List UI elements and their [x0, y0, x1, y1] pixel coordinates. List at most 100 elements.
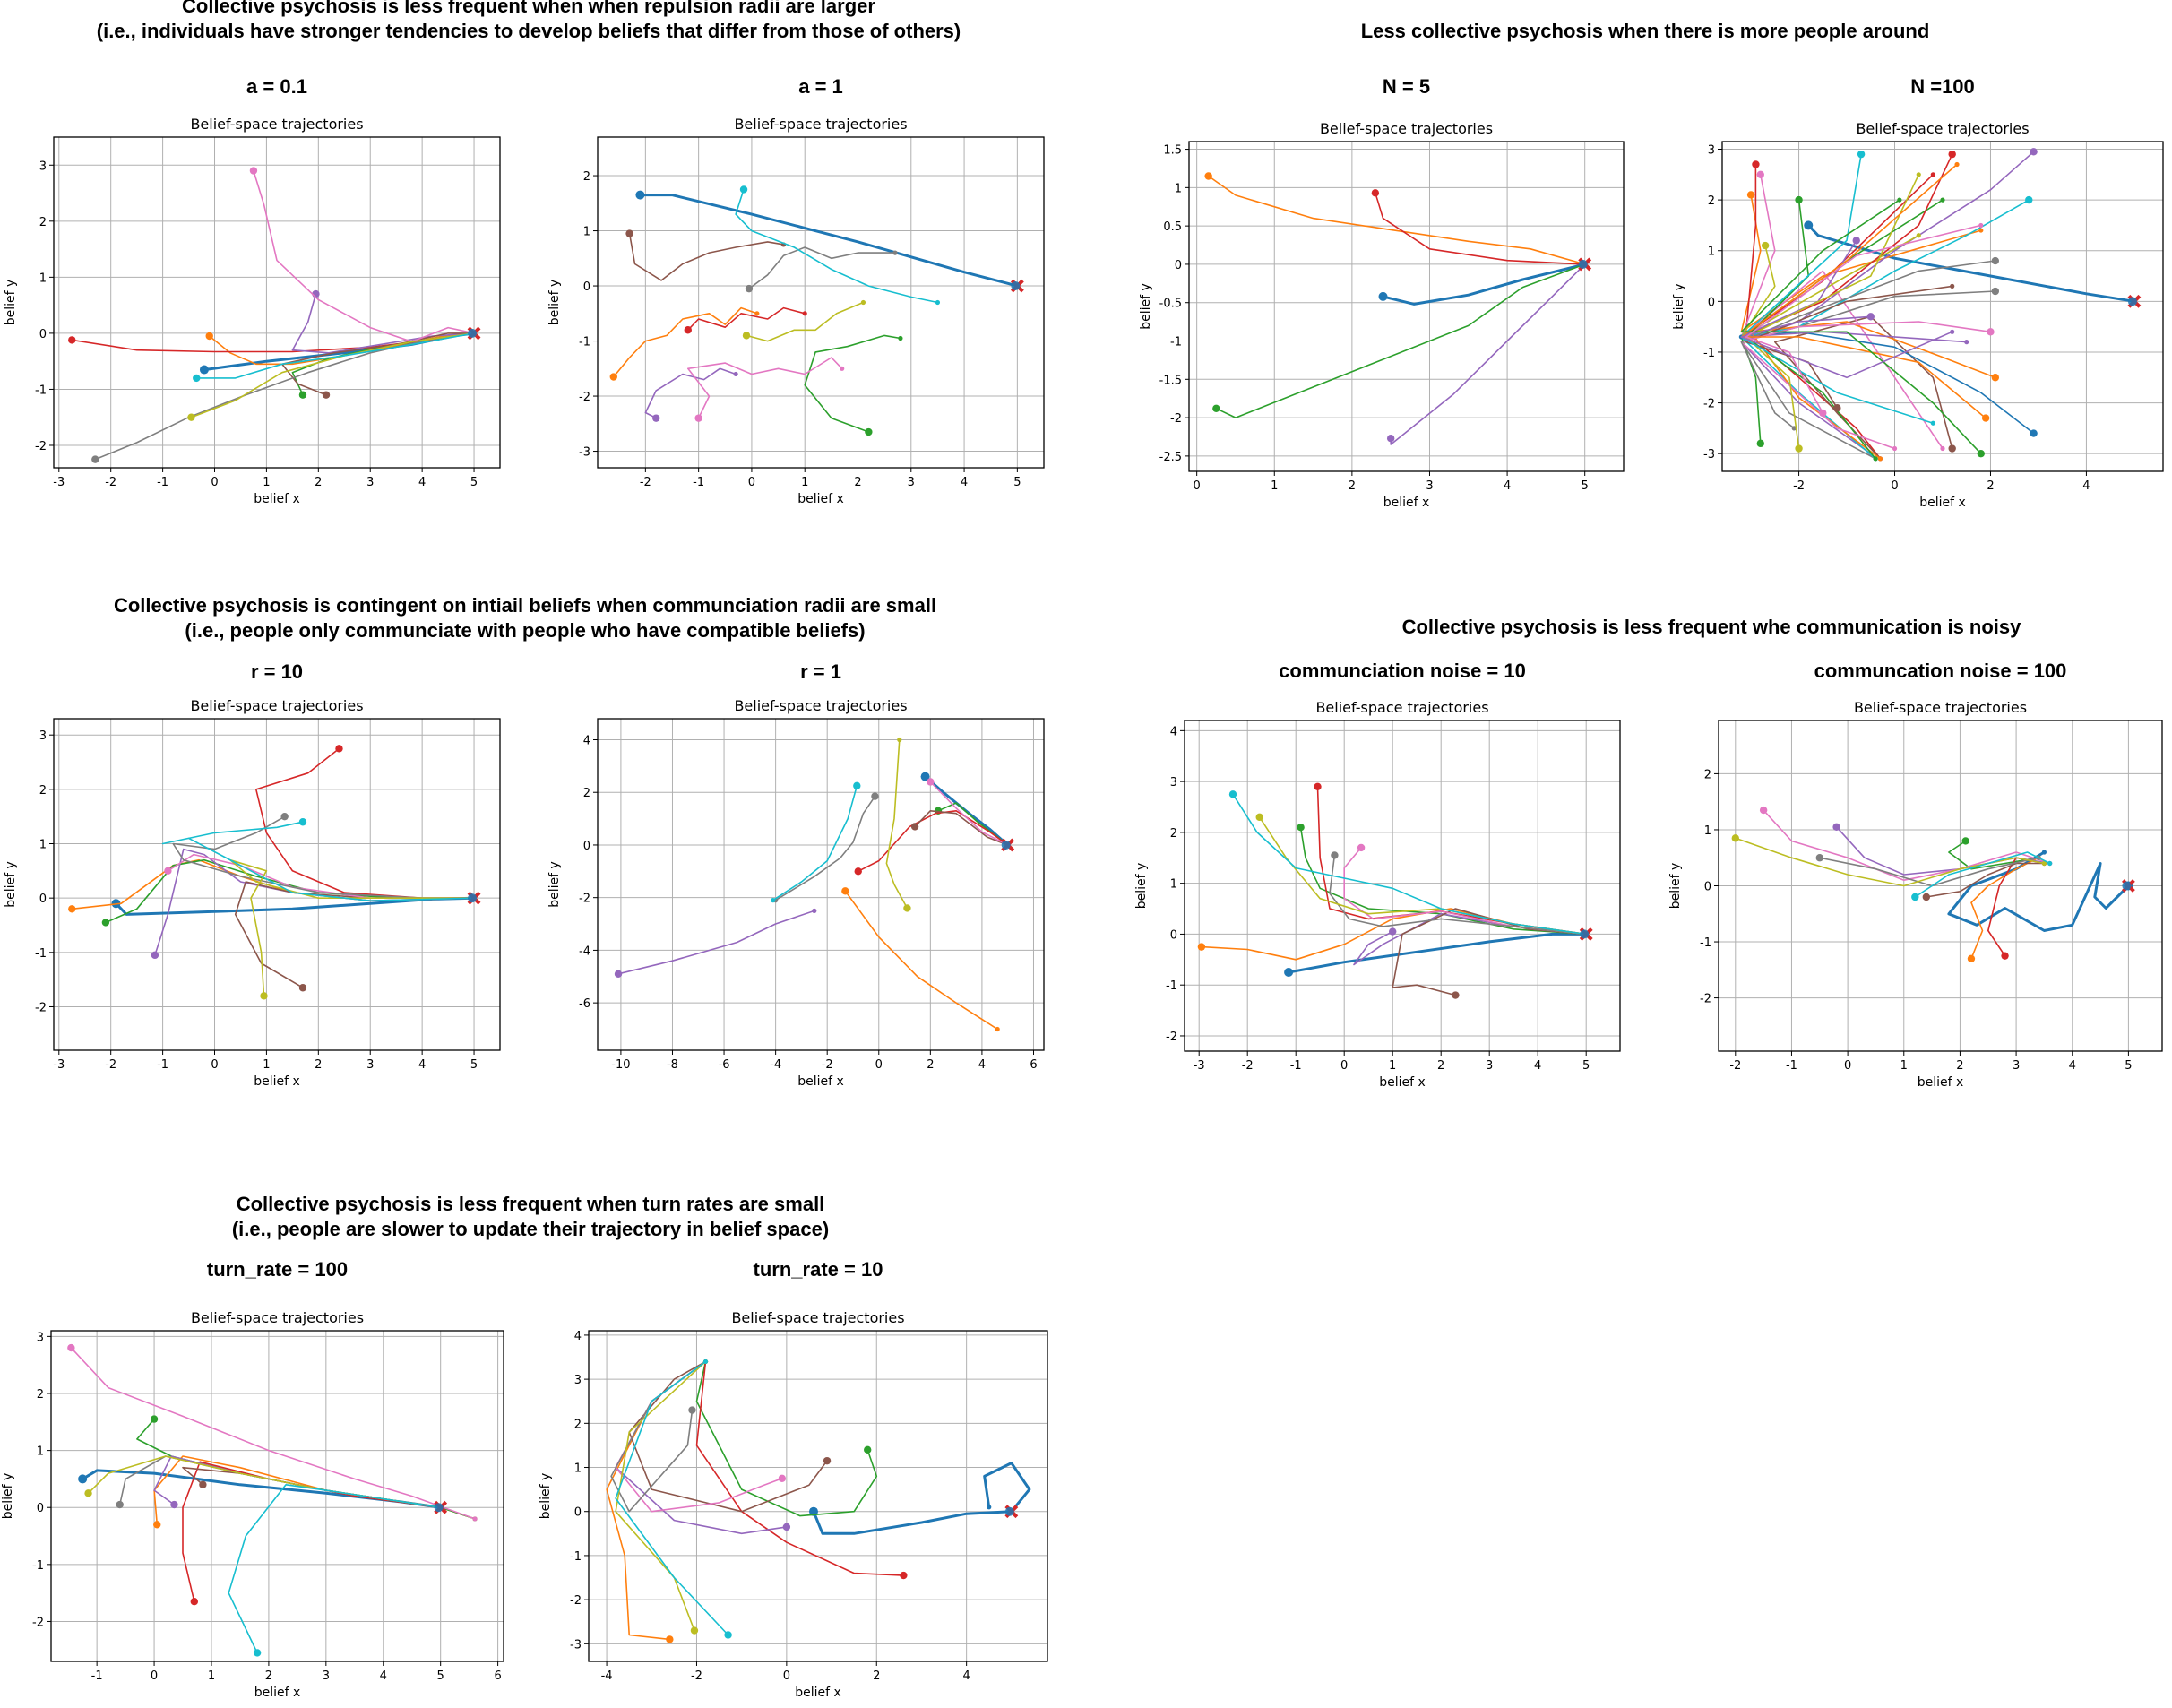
series-start-point: [2030, 429, 2038, 437]
x-tick-label: -1: [1786, 1059, 1797, 1073]
series-end-point: [898, 335, 903, 341]
y-tick-label: 2: [1708, 194, 1715, 208]
y-tick-label: -2: [1170, 412, 1182, 426]
x-tick-label: 0: [151, 1669, 158, 1683]
series-start-point: [1759, 806, 1768, 815]
y-tick-label: 3: [37, 1331, 44, 1344]
series-line: [638, 194, 1019, 288]
series-start-point: [1746, 191, 1755, 199]
series-line: [1299, 826, 1587, 936]
series-end-point: [987, 1505, 992, 1510]
axes-title: Belief-space trajectories: [190, 116, 363, 133]
y-tick-label: -1: [570, 1550, 582, 1564]
x-tick-label: 3: [1426, 479, 1433, 493]
series-line: [774, 795, 876, 901]
series-line: [190, 332, 475, 418]
y-tick-label: -2: [1703, 398, 1715, 411]
y-tick-label: 2: [1704, 768, 1711, 781]
series-line: [1207, 175, 1586, 265]
section-title-noise: Collective psychosis is less frequent wh…: [1402, 616, 2022, 638]
series-start-point: [170, 1500, 178, 1509]
series-line: [748, 246, 896, 289]
series-line: [1232, 793, 1587, 936]
x-tick-label: 5: [470, 476, 478, 489]
series-line: [253, 169, 475, 343]
series-start-point: [1991, 374, 2000, 382]
x-tick-label: -2: [1793, 479, 1805, 493]
x-axis-label: belief x: [1383, 496, 1430, 510]
x-tick-label: -1: [157, 1058, 168, 1072]
series-end-point: [1930, 172, 1935, 177]
series-start-point: [1386, 435, 1395, 443]
x-tick-label: 1: [1900, 1059, 1908, 1073]
y-tick-label: 3: [1708, 143, 1715, 157]
section-subtitle-communication-radii: (i.e., people only communciate with peop…: [185, 619, 865, 642]
series-start-point: [614, 970, 623, 979]
series-line: [695, 1360, 878, 1517]
series-line: [1740, 163, 1987, 419]
y-tick-label: 2: [583, 787, 590, 800]
series-start-point: [739, 185, 748, 194]
series-line: [280, 332, 475, 396]
series-start-point: [253, 1649, 262, 1657]
agent-final-marker: [2122, 881, 2132, 891]
y-tick-label: 2: [39, 216, 47, 229]
series-start-point: [67, 1343, 75, 1352]
x-tick-label: 0: [1844, 1059, 1851, 1073]
y-tick-label: 1: [1175, 182, 1182, 195]
series-end-point: [1950, 329, 1955, 334]
y-tick-label: 0: [583, 840, 590, 853]
agent-final-marker: [1004, 1506, 1014, 1516]
x-axis-label: belief x: [795, 1686, 841, 1700]
series-line: [94, 332, 475, 461]
x-tick-label: 1: [263, 1058, 270, 1072]
agent-final-marker: [468, 328, 478, 338]
series-start-point: [652, 414, 660, 422]
y-tick-label: -4: [579, 945, 590, 958]
series-line: [617, 910, 815, 975]
y-tick-label: -2: [570, 1594, 582, 1608]
x-tick-label: 4: [1534, 1059, 1541, 1073]
y-axis-label: belief y: [547, 861, 562, 908]
series-line: [735, 188, 939, 304]
series-line: [686, 306, 806, 332]
series-start-point: [1371, 189, 1380, 197]
series-start-point: [298, 818, 307, 826]
x-axis-label: belief x: [254, 1686, 301, 1700]
series-start-point: [1804, 220, 1814, 230]
x-tick-label: 2: [854, 476, 861, 489]
y-tick-label: 0: [1708, 296, 1715, 309]
series-end-point: [812, 908, 817, 913]
panel-title: N = 5: [1383, 75, 1430, 98]
series-start-point: [1987, 328, 1995, 336]
y-tick-label: 1: [1708, 246, 1715, 259]
series-end-point: [1940, 197, 1945, 203]
series-line: [686, 357, 843, 419]
y-tick-label: -1: [1703, 347, 1715, 360]
series-start-point: [1832, 823, 1840, 832]
x-tick-label: 1: [208, 1669, 215, 1683]
series-line: [1287, 932, 1588, 974]
chart-panel: N = 5 Belief-space trajectories 0 1 2 3 4 5 -2.5…: [1139, 75, 1625, 510]
x-tick-label: -3: [53, 1058, 65, 1072]
series-start-point: [1977, 449, 1985, 458]
series-line: [914, 809, 1009, 846]
axes-title: Belief-space trajectories: [1854, 699, 2027, 716]
series-start-point: [841, 887, 849, 895]
panel-title: r = 1: [800, 660, 841, 683]
x-tick-label: 5: [437, 1669, 444, 1683]
axes-frame: [1721, 141, 2164, 472]
series-start-point: [199, 1480, 207, 1488]
series-line: [182, 1461, 442, 1602]
series-start-point: [1331, 851, 1339, 859]
x-tick-label: 3: [323, 1669, 330, 1683]
chart-panel: a = 1 Belief-space trajectories -2 -1 0 1 2 3 4 5…: [547, 75, 1045, 506]
chart-panel: turn_rate = 100 Belief-space trajectories…: [1, 1258, 504, 1700]
series-line: [1740, 321, 1992, 450]
y-tick-label: 3: [39, 729, 47, 743]
y-tick-label: -2.5: [1159, 451, 1182, 464]
series-start-point: [1756, 439, 1764, 448]
axes-frame: [53, 718, 501, 1051]
agent-final-marker: [1578, 259, 1588, 269]
series-end-point: [733, 371, 738, 377]
